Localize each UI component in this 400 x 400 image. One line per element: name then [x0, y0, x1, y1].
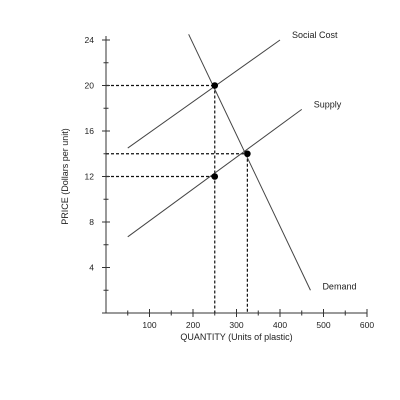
x-tick-label: 500 [316, 320, 330, 330]
y-tick-label: 20 [85, 81, 95, 91]
x-tick-label: 200 [186, 320, 200, 330]
x-tick-label: 100 [142, 320, 156, 330]
reference-lines [106, 84, 248, 313]
intersection-point [211, 173, 219, 180]
points [211, 82, 251, 180]
y-tick-label: 16 [85, 126, 95, 136]
supply-curve [127, 108, 303, 238]
y-axis-title: PRICE (Dollars per unit) [60, 128, 70, 225]
y-tick-label: 4 [89, 263, 94, 273]
x-tick-label: 600 [360, 320, 374, 330]
x-axis-title: QUANTITY (Units of plastic) [180, 332, 292, 342]
supply-label: Supply [314, 99, 342, 109]
ticks [102, 39, 368, 317]
axes [105, 36, 367, 314]
social-cost-label: Social Cost [292, 30, 338, 40]
y-tick-label: 24 [85, 35, 95, 45]
y-tick-label: 8 [89, 217, 94, 227]
intersection-point [211, 82, 219, 89]
intersection-point [244, 150, 251, 158]
social-cost-curve [127, 39, 281, 149]
x-tick-label: 400 [273, 320, 287, 330]
x-tick-label: 300 [229, 320, 243, 330]
labels: 4 8 12 16 20 24 100 200 300 400 500 600 Social Cost S… [85, 30, 375, 330]
demand-curve [188, 34, 311, 291]
curves [127, 34, 311, 291]
y-tick-label: 12 [85, 172, 95, 182]
demand-label: Demand [322, 281, 356, 291]
